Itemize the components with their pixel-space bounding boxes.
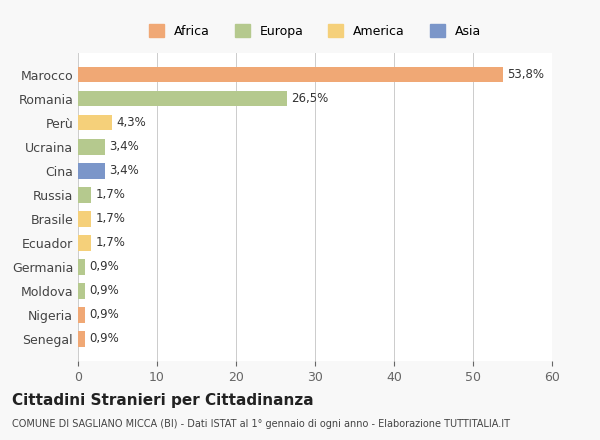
Bar [78,187,91,202]
Text: 3,4%: 3,4% [109,140,139,153]
Bar [78,67,503,82]
Bar [78,163,105,179]
Text: 4,3%: 4,3% [116,116,146,129]
Bar [78,283,85,299]
Bar [78,115,112,131]
Bar [78,211,91,227]
Bar [78,307,85,323]
Text: COMUNE DI SAGLIANO MICCA (BI) - Dati ISTAT al 1° gennaio di ogni anno - Elaboraz: COMUNE DI SAGLIANO MICCA (BI) - Dati IST… [12,419,510,429]
Text: Cittadini Stranieri per Cittadinanza: Cittadini Stranieri per Cittadinanza [12,393,314,408]
Bar [78,331,85,347]
Text: 1,7%: 1,7% [95,188,125,201]
Bar [78,259,85,275]
Text: 0,9%: 0,9% [89,333,119,345]
Text: 0,9%: 0,9% [89,284,119,297]
Legend: Africa, Europa, America, Asia: Africa, Europa, America, Asia [143,19,487,43]
Bar [78,91,287,106]
Text: 1,7%: 1,7% [95,236,125,249]
Text: 53,8%: 53,8% [507,68,544,81]
Text: 26,5%: 26,5% [291,92,329,105]
Text: 1,7%: 1,7% [95,213,125,225]
Bar [78,235,91,251]
Text: 3,4%: 3,4% [109,164,139,177]
Text: 0,9%: 0,9% [89,308,119,322]
Bar [78,139,105,154]
Text: 0,9%: 0,9% [89,260,119,273]
